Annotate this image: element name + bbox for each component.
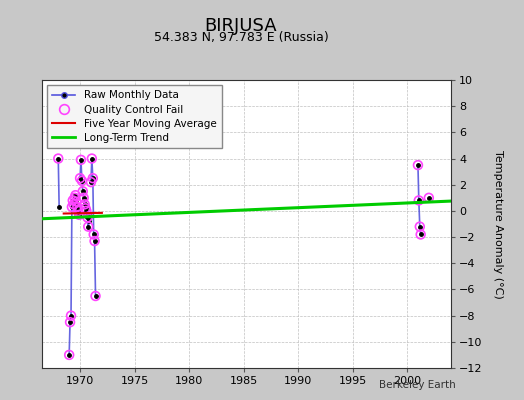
Point [71, 192, 80, 198]
Point [416, 224, 424, 230]
Point [88, 155, 96, 162]
Point [69, 197, 77, 204]
Point [414, 197, 423, 204]
Point [80, 195, 88, 201]
Point [87, 179, 95, 185]
Legend: Raw Monthly Data, Quality Control Fail, Five Year Moving Average, Long-Term Tren: Raw Monthly Data, Quality Control Fail, … [47, 85, 222, 148]
Point [89, 175, 97, 181]
Point [74, 208, 82, 214]
Point [82, 208, 91, 214]
Point [90, 231, 98, 238]
Point [68, 204, 76, 210]
Point [424, 195, 433, 201]
Point [81, 205, 90, 212]
Point [73, 204, 82, 210]
Point [91, 293, 100, 299]
Point [84, 224, 92, 230]
Point [414, 162, 422, 168]
Text: Berkeley Earth: Berkeley Earth [379, 380, 456, 390]
Point [417, 231, 425, 238]
Point [90, 238, 99, 244]
Point [54, 155, 62, 162]
Text: 54.383 N, 97.783 E (Russia): 54.383 N, 97.783 E (Russia) [154, 32, 329, 44]
Point [67, 312, 75, 319]
Point [70, 201, 78, 208]
Point [66, 319, 74, 325]
Point [81, 201, 89, 208]
Text: BIRJUSA: BIRJUSA [205, 17, 277, 35]
Point [79, 188, 87, 194]
Point [83, 214, 92, 221]
Point [72, 198, 81, 205]
Point [70, 195, 79, 201]
Point [77, 157, 85, 163]
Point [75, 212, 83, 218]
Point [78, 178, 86, 184]
Y-axis label: Temperature Anomaly (°C): Temperature Anomaly (°C) [493, 150, 504, 298]
Point [65, 352, 73, 358]
Point [76, 175, 84, 181]
